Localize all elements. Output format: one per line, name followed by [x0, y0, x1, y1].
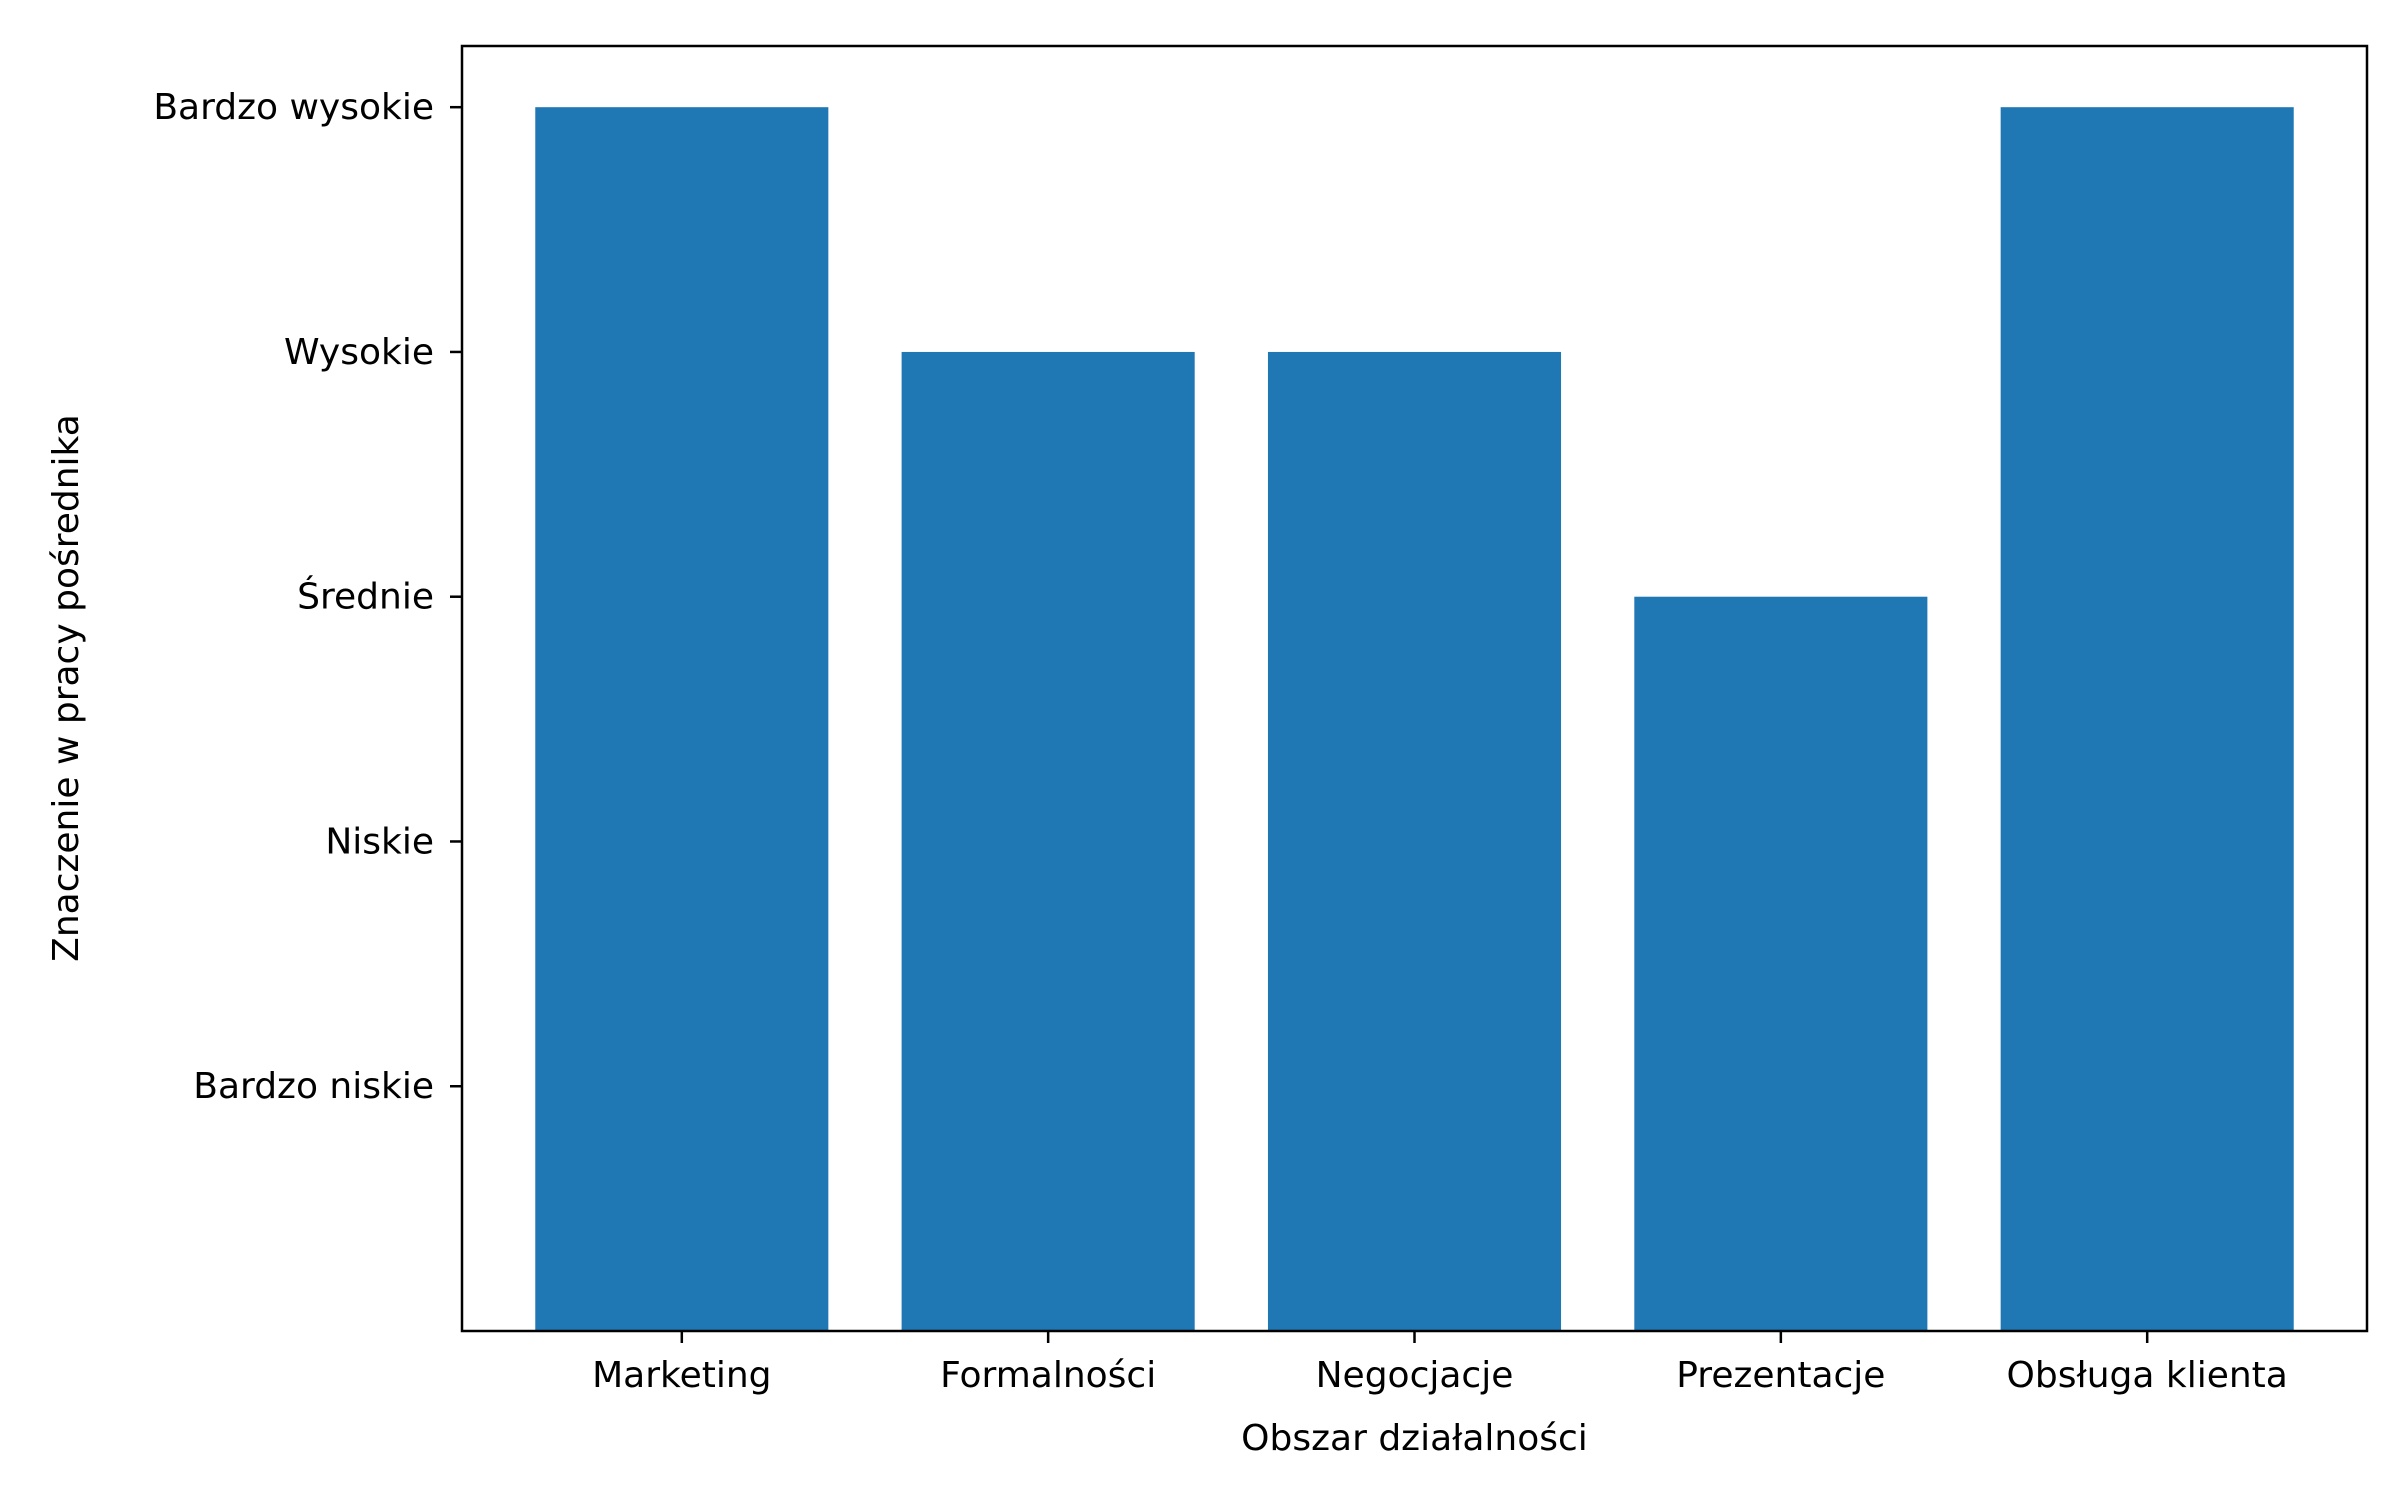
y-tick-label: Średnie — [297, 576, 434, 618]
x-tick-label: Marketing — [592, 1355, 771, 1396]
bar-negocjacje — [1267, 351, 1562, 1331]
y-tick-label: Bardzo niskie — [193, 1066, 434, 1107]
bar-obsluga-klienta — [2000, 107, 2294, 1332]
bar-marketing — [535, 107, 829, 1332]
y-tick-label: Wysokie — [284, 332, 434, 373]
x-axis-title: Obszar działalności — [1241, 1418, 1588, 1459]
y-axis-ticks: Bardzo niskie Niskie Średnie Wysokie Bardzo … — [153, 87, 462, 1107]
bars-group — [535, 107, 2294, 1332]
x-axis-ticks: Marketing Formalności Negocjacje Prezentacj… — [592, 1331, 2288, 1396]
y-tick-label: Bardzo wysokie — [153, 87, 434, 128]
y-axis-title: Znaczenie w pracy pośrednika — [46, 414, 87, 962]
bar-prezentacje — [1634, 596, 1928, 1331]
x-tick-label: Negocjacje — [1316, 1355, 1514, 1396]
bar-formalnosci — [901, 351, 1195, 1331]
plot-frame — [460, 44, 2369, 1333]
x-tick-label: Prezentacje — [1676, 1355, 1885, 1396]
x-tick-label: Obsługa klienta — [2007, 1355, 2288, 1396]
y-tick-label: Niskie — [325, 821, 434, 862]
x-tick-label: Formalności — [940, 1355, 1156, 1396]
